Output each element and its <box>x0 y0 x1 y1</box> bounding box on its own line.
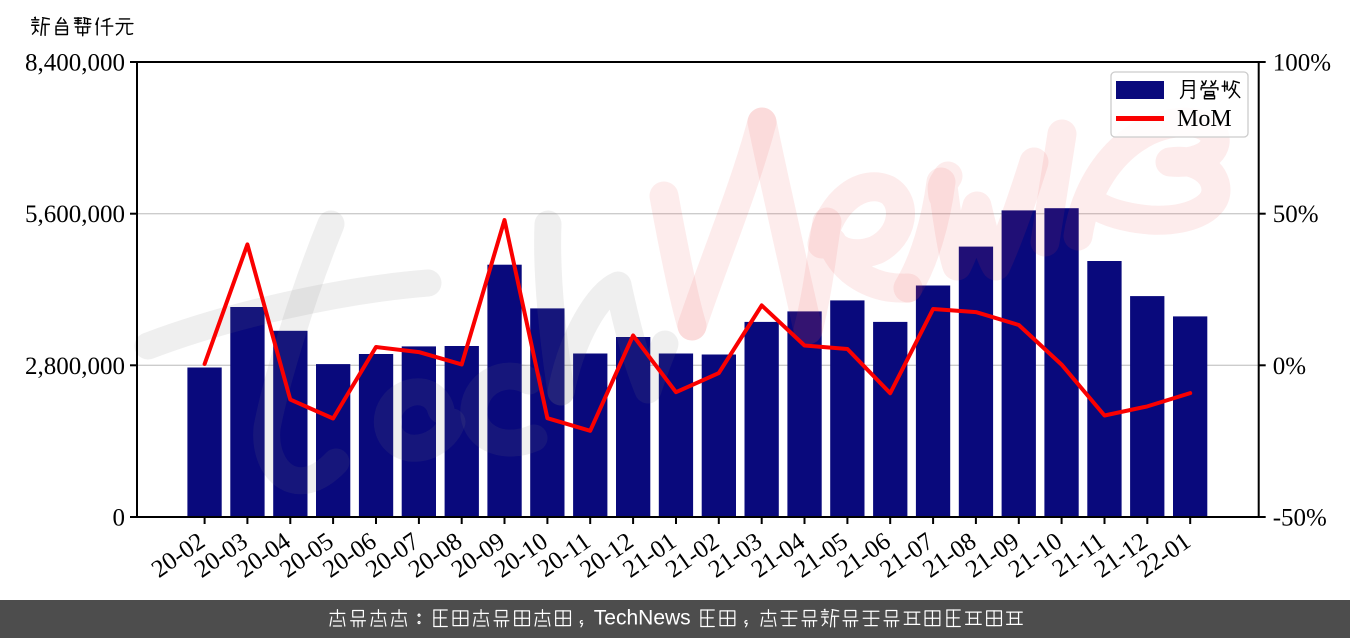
svg-text:50%: 50% <box>1273 201 1319 228</box>
svg-text:100%: 100% <box>1273 50 1331 77</box>
svg-text:-50%: -50% <box>1273 505 1327 532</box>
svg-text:0: 0 <box>113 505 126 532</box>
svg-text:TechNews: TechNews <box>594 607 691 630</box>
svg-text:2,800,000: 2,800,000 <box>25 353 125 380</box>
svg-text:0%: 0% <box>1273 353 1306 380</box>
svg-text:5,600,000: 5,600,000 <box>25 201 125 228</box>
svg-text:8,400,000: 8,400,000 <box>25 50 125 77</box>
svg-text:MoM: MoM <box>1177 106 1232 132</box>
